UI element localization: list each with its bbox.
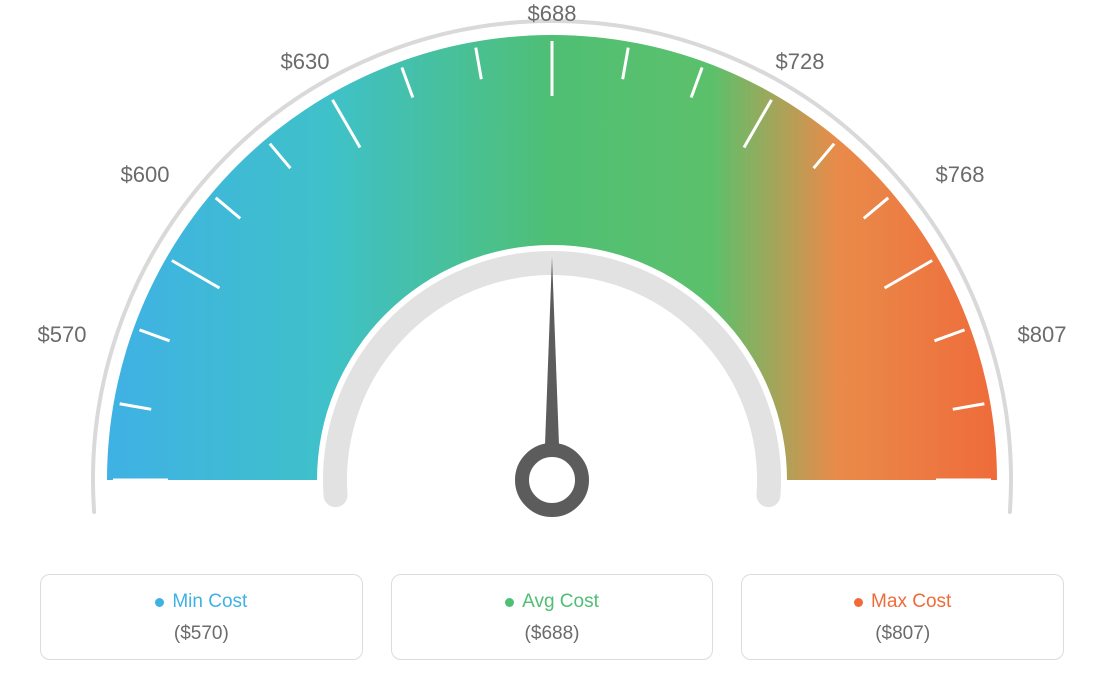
avg-cost-value: ($688) bbox=[392, 623, 713, 645]
max-cost-card: Max Cost ($807) bbox=[741, 574, 1064, 660]
min-cost-card: Min Cost ($570) bbox=[40, 574, 363, 660]
min-cost-label: Min Cost bbox=[172, 591, 247, 613]
gauge-chart: $570 $600 $630 $688 $728 $768 $807 bbox=[0, 0, 1104, 550]
min-cost-title: Min Cost bbox=[155, 591, 247, 613]
min-cost-dot-icon bbox=[155, 598, 164, 607]
gauge-tick-label: $768 bbox=[936, 162, 985, 188]
avg-cost-label: Avg Cost bbox=[522, 591, 599, 613]
max-cost-title: Max Cost bbox=[854, 591, 951, 613]
max-cost-label: Max Cost bbox=[871, 591, 951, 613]
min-cost-value: ($570) bbox=[41, 623, 362, 645]
max-cost-value: ($807) bbox=[742, 623, 1063, 645]
max-cost-dot-icon bbox=[854, 598, 863, 607]
gauge-tick-label: $688 bbox=[528, 1, 577, 27]
avg-cost-title: Avg Cost bbox=[505, 591, 599, 613]
avg-cost-card: Avg Cost ($688) bbox=[391, 574, 714, 660]
gauge-tick-label: $600 bbox=[121, 162, 170, 188]
gauge-tick-label: $807 bbox=[1018, 322, 1067, 348]
gauge-tick-label: $630 bbox=[281, 49, 330, 75]
avg-cost-dot-icon bbox=[505, 598, 514, 607]
gauge-tick-label: $570 bbox=[38, 322, 87, 348]
summary-cards: Min Cost ($570) Avg Cost ($688) Max Cost… bbox=[40, 574, 1064, 660]
gauge-tick-label: $728 bbox=[776, 49, 825, 75]
gauge-svg bbox=[0, 0, 1104, 560]
